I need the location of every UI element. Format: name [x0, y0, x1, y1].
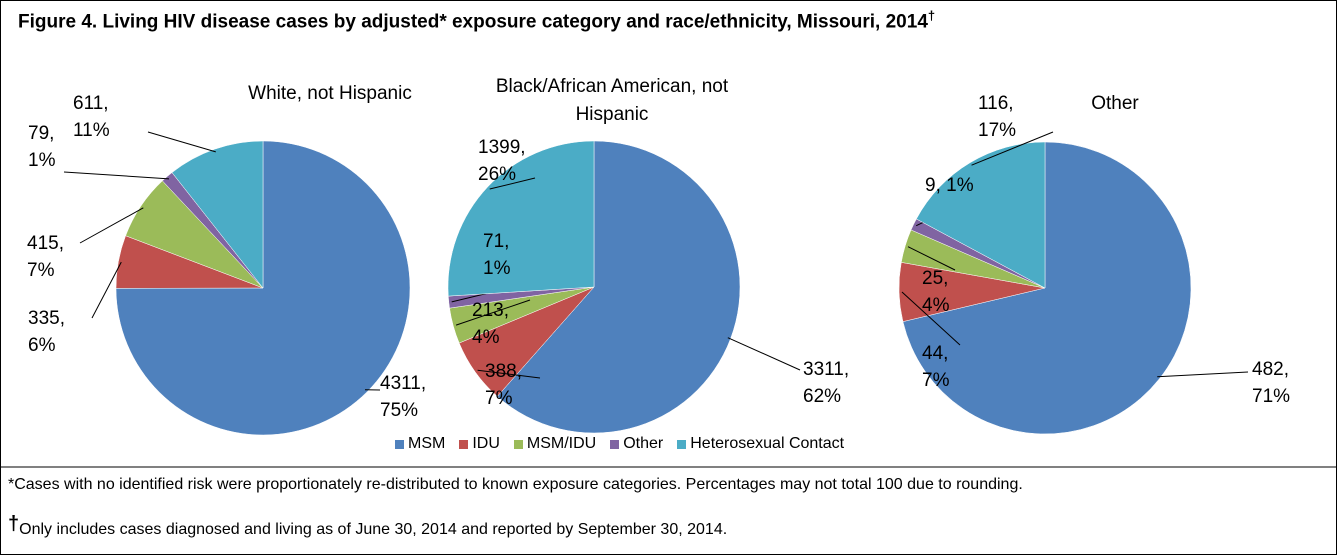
pie-title: Black/African American, not Hispanic [495, 76, 729, 125]
pie-slice [447, 140, 595, 297]
value-label: 44, 7% [922, 343, 950, 391]
leader-line [91, 261, 122, 319]
leader-line [63, 171, 170, 180]
leader-line [971, 131, 1054, 166]
footnote-mark: † [8, 513, 20, 535]
legend: MSM IDU MSM/IDU Other Heterosexual Contact [395, 435, 844, 453]
footnote: †Only includes cases diagnosed and livin… [8, 514, 1328, 540]
value-label: 388, 7% [485, 361, 522, 409]
value-label: 3311, 62% [803, 359, 850, 407]
legend-swatch [677, 439, 687, 449]
leader-line [455, 299, 531, 326]
pie-slice [902, 141, 1192, 435]
legend-label: MSM [408, 435, 446, 452]
footnote: *Cases with no identified risk were prop… [8, 476, 1023, 493]
value-label: 611, 11% [73, 93, 110, 141]
legend-swatch [513, 439, 523, 449]
legend-item: MSM [395, 435, 445, 453]
value-label: 71, 1% [483, 231, 511, 279]
footnote-text: Only includes cases diagnosed and living… [19, 521, 728, 538]
legend-item: Heterosexual Contact [677, 435, 844, 453]
value-label: 9, 1% [925, 175, 974, 196]
leader-line [477, 369, 541, 379]
title-mark: † [927, 8, 936, 23]
legend-swatch [459, 439, 469, 449]
value-label: 25, 4% [922, 268, 950, 316]
leader-line [1157, 371, 1249, 378]
legend-item: IDU [459, 435, 500, 453]
value-label: 116, 17% [978, 93, 1017, 141]
value-label: 4311, 75% [380, 373, 427, 421]
value-label: 213, 4% [472, 300, 509, 348]
leader-line [79, 207, 144, 244]
value-label: 1399, 26% [478, 137, 526, 185]
pie-slice [171, 140, 264, 289]
legend-item: MSM/IDU [513, 435, 597, 453]
pie-slice [115, 140, 411, 436]
leader-line [907, 246, 956, 271]
legend-label: MSM/IDU [526, 435, 597, 452]
legend-swatch [610, 439, 620, 449]
legend-label: IDU [472, 435, 500, 452]
leader-line [901, 291, 961, 346]
leader-line [147, 131, 216, 153]
value-label: 482, 71% [1252, 359, 1291, 407]
value-label: 335, 6% [28, 308, 65, 356]
legend-label: Other [623, 435, 664, 452]
legend-item: Other [610, 435, 663, 453]
leader-line [727, 337, 801, 371]
title-text: Figure 4. Living HIV disease cases by ad… [18, 11, 928, 33]
pie-slice [916, 141, 1046, 289]
value-label: 415, 7% [27, 233, 64, 281]
legend-swatch [395, 439, 404, 449]
value-label: 79, 1% [28, 123, 56, 171]
pie-title: White, not Hispanic [248, 83, 412, 104]
figure-title: Figure 4. Living HIV disease cases by ad… [18, 8, 935, 33]
pie-title: Other [1091, 93, 1139, 114]
legend-label: Heterosexual Contact [690, 435, 845, 452]
leader-line [489, 177, 536, 190]
